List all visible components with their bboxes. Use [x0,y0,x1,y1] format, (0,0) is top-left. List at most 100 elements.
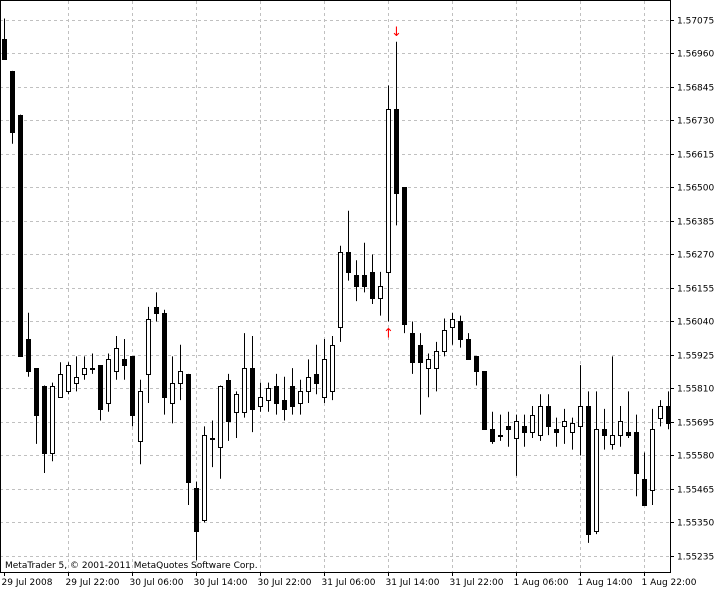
time-tick-label: 30 Jul 22:00 [258,578,312,588]
price-tick-label: 1.57075 [677,17,714,27]
candle-bearish [290,368,295,415]
candle-bullish [330,336,335,401]
candle-bullish [426,353,431,398]
candle-body [274,386,279,404]
price-tick-label: 1.56040 [677,318,714,328]
plot-frame [0,0,671,573]
candle-body [58,374,63,398]
candle-body [338,252,343,328]
candle-bearish [18,114,23,357]
candle-body [378,286,383,299]
price-tick-label: 1.55695 [677,419,714,429]
candle-bullish [498,414,503,441]
candle-body [82,368,87,375]
candle-body [162,313,167,398]
candle-bullish [658,400,663,427]
candle-bullish [266,382,271,412]
candle-bearish [482,370,487,430]
candle-body [626,432,631,436]
candle-bearish [42,385,47,473]
candle-body [298,391,303,404]
candle-bearish [314,344,319,395]
candle-body [242,368,247,413]
candle-bullish [242,333,247,418]
candle-bullish [442,318,447,357]
candle-bearish [362,242,367,293]
candle-bearish [346,210,351,281]
candle-bullish [114,336,119,380]
price-tick-label: 1.55810 [677,385,714,395]
candle-body [282,400,287,410]
candle-body [354,275,359,287]
candle-bearish [154,292,159,322]
candle-bullish [202,426,207,523]
candle-body [530,415,535,433]
candle-body [106,359,111,404]
time-tick-label: 1 Aug 14:00 [578,578,633,588]
candle-body [210,438,215,440]
candle-bullish [138,379,143,465]
candle-bearish [10,70,15,144]
candle-body [602,429,607,436]
candle-body [250,368,255,410]
time-tick-label: 31 Jul 06:00 [322,578,376,588]
candle-body [642,479,647,506]
candle-bullish [378,271,383,316]
candle-body [506,426,511,430]
candle-body [634,432,639,474]
candle-body [346,252,351,273]
candle-bullish [58,362,63,398]
candle-body [234,394,239,413]
candle-bullish [66,362,71,395]
price-axis[interactable]: 1.57075 1.56960 1.56845 1.56730 1.56615 1.565… [670,17,714,563]
price-tick-label: 1.56385 [677,218,714,228]
time-tick-label: 31 Jul 22:00 [450,578,504,588]
grid-lines [0,1,670,572]
candle-bearish [34,368,39,444]
candle-body [666,406,671,424]
candle-bearish [130,356,135,427]
candle-body [410,333,415,363]
candle-bullish [170,356,175,424]
candle-body [586,406,591,535]
candle-bearish [418,333,423,415]
price-tick-label: 1.55235 [677,553,714,563]
candle-bearish [2,18,7,60]
candle-bearish [626,391,631,438]
candle-body [322,359,327,398]
price-tick-label: 1.56270 [677,251,714,261]
time-tick-label: 30 Jul 14:00 [194,578,248,588]
candle-body [122,359,127,366]
candle-body [170,383,175,404]
candle-body [186,374,191,483]
candle-bearish [250,336,255,433]
candle-bullish [338,245,343,342]
candle-body [418,345,423,363]
candle-bearish [26,312,31,377]
time-tick-label: 31 Jul 14:00 [386,578,440,588]
candle-bearish [98,365,103,421]
candle-body [546,406,551,427]
candle-body [330,345,335,392]
candle-body [458,321,463,340]
candle-body [42,386,47,454]
candle-bearish [186,373,191,505]
candle-body [570,423,575,433]
candle-bearish [122,338,127,380]
candle-bullish [594,391,599,535]
fractal-down-arrow: ↓ [391,25,402,40]
time-axis[interactable]: 29 Jul 2008 29 Jul 22:00 30 Jul 06:00 30 Ju… [2,572,697,588]
candle-bearish [274,373,279,415]
candle-body [10,71,15,133]
candle-body [138,391,143,442]
candle-bearish [602,408,607,450]
price-tick-label: 1.56730 [677,117,714,127]
candle-body [26,339,31,372]
candle-body [2,39,7,60]
candle-body [98,365,103,410]
candle-bullish [530,405,535,438]
candle-body [594,429,599,532]
candle-bullish [146,306,151,404]
